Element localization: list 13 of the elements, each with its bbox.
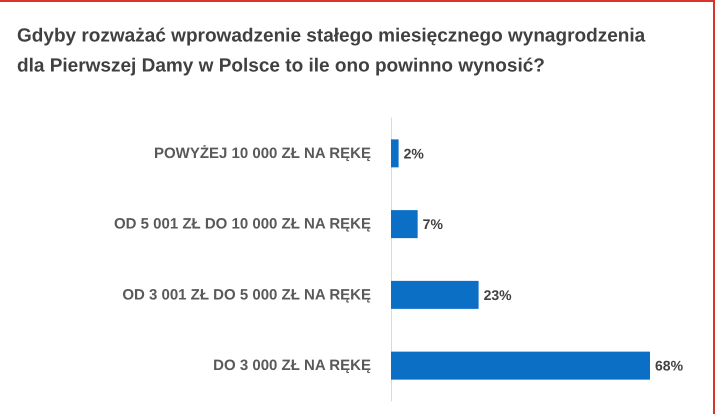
y-tick-label: POWYŻEJ 10 000 ZŁ NA RĘKĘ	[154, 144, 371, 162]
bar	[391, 139, 399, 168]
y-tick-label: OD 5 001 ZŁ DO 10 000 ZŁ NA RĘKĘ	[114, 216, 371, 233]
bar	[391, 352, 650, 380]
data-label: 23%	[484, 286, 512, 303]
data-label: 68%	[655, 358, 684, 374]
y-tick-label: OD 3 001 ZŁ DO 5 000 ZŁ NA RĘKĘ	[122, 286, 371, 304]
data-label: 2%	[404, 145, 424, 162]
bar	[391, 210, 418, 238]
data-label: 7%	[422, 216, 444, 232]
bar	[391, 280, 479, 309]
y-tick-label: DO 3 000 ZŁ NA RĘKĘ	[213, 357, 371, 374]
chart-title: Gdyby rozważać wprowadzenie stałego miesięcznego wynagrodzenia dla Pierwszej Damy w Polsce to ile ono powinno wynosić?	[17, 26, 646, 76]
